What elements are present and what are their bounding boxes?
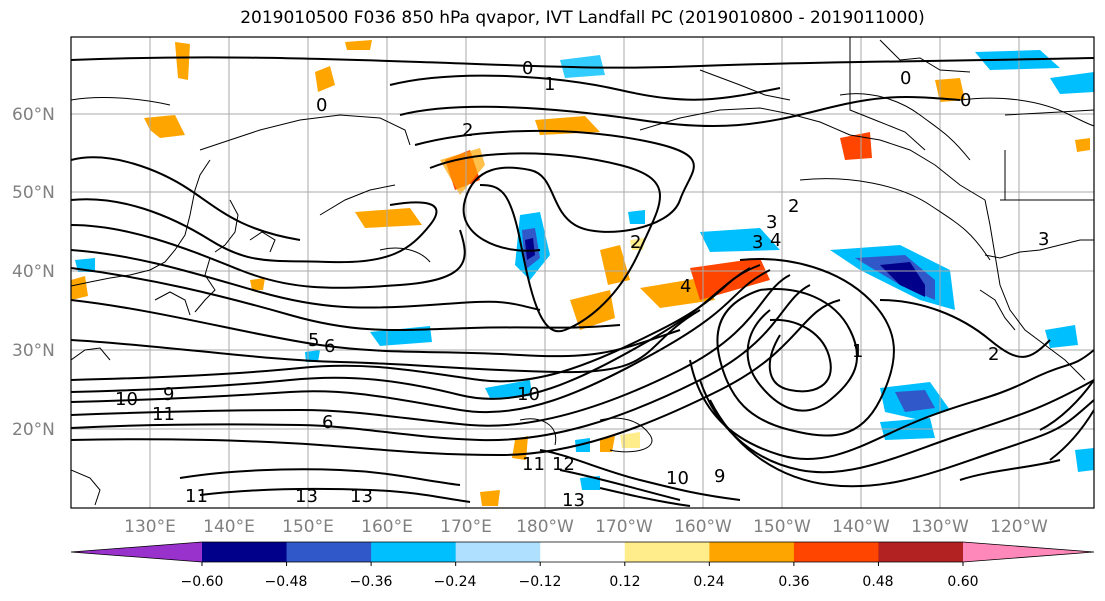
lon-label: 140°W xyxy=(832,517,890,537)
lat-label: 60°N xyxy=(12,105,55,125)
contour-label: 9 xyxy=(163,384,174,405)
contour-label: 5 xyxy=(308,330,319,351)
contour-label: 0 xyxy=(960,90,971,111)
lat-label: 20°N xyxy=(12,420,55,440)
latitude-labels: 60°N 50°N 40°N 30°N 20°N xyxy=(12,105,55,440)
colorbar-tick-label: −0.48 xyxy=(265,574,308,590)
contour-label: 13 xyxy=(295,486,318,507)
colorbar-tick-labels: −0.60 −0.48 −0.36 −0.24 −0.12 0.12 0.24 … xyxy=(181,574,979,590)
colorbar-segment xyxy=(878,542,964,562)
colorbar xyxy=(70,541,1095,566)
contour-label: 11 xyxy=(185,486,208,507)
colorbar-tick-label: −0.12 xyxy=(519,574,562,590)
longitude-labels: 130°E 140°E 150°E 160°E 170°E 180°W 170°… xyxy=(124,517,1048,537)
colorbar-tick-label: 0.12 xyxy=(609,574,640,590)
colorbar-tick-label: −0.24 xyxy=(434,574,477,590)
contour-label: 9 xyxy=(714,466,725,487)
contour-label: 10 xyxy=(517,384,540,405)
map-panel: 0 0 0 0 1 1 2 2 2 2 3 3 3 4 4 5 6 6 9 9 … xyxy=(71,37,1094,511)
contour-label: 2 xyxy=(462,120,473,141)
contour-label: 13 xyxy=(350,486,373,507)
lat-label: 40°N xyxy=(12,262,55,282)
lon-label: 160°W xyxy=(674,517,732,537)
contour-label: 11 xyxy=(152,404,175,425)
map-title: 2019010500 F036 850 hPa qvapor, IVT Land… xyxy=(240,8,925,28)
lon-label: 140°E xyxy=(203,517,255,537)
contour-label: 13 xyxy=(562,490,585,511)
lon-label: 150°E xyxy=(282,517,334,537)
contour-label: 1 xyxy=(852,341,863,362)
lon-label: 130°E xyxy=(124,517,176,537)
lon-label: 150°W xyxy=(753,517,811,537)
contour-label: 0 xyxy=(316,95,327,116)
contour-label: 12 xyxy=(552,454,575,475)
contour-label: 3 xyxy=(1038,229,1049,250)
colorbar-extend-low xyxy=(71,542,202,562)
ivt-minor-contours xyxy=(71,39,1094,453)
colorbar-segment xyxy=(540,542,626,562)
map-frame xyxy=(70,36,1095,509)
contour-label: 3 xyxy=(766,212,777,233)
colorbar-segment xyxy=(455,542,541,562)
contour-label: 3 xyxy=(752,232,763,253)
colorbar-extend-high xyxy=(963,542,1094,562)
contour-label: 1 xyxy=(544,74,555,95)
lon-label: 120°W xyxy=(990,517,1048,537)
contour-labels: 0 0 0 0 1 1 2 2 2 2 3 3 3 4 4 5 6 6 9 9 … xyxy=(115,58,1049,511)
colorbar-segment xyxy=(286,542,372,562)
contour-label: 2 xyxy=(788,196,799,217)
contour-label: 2 xyxy=(630,232,641,253)
lat-label: 30°N xyxy=(12,341,55,361)
contour-label: 2 xyxy=(988,344,999,365)
colorbar-segment xyxy=(709,542,795,562)
contour-label: 6 xyxy=(322,412,333,433)
colorbar-segment xyxy=(371,542,457,562)
lon-label: 170°W xyxy=(595,517,653,537)
colorbar-segment xyxy=(202,542,288,562)
lon-label: 180°W xyxy=(516,517,574,537)
ivt-contours xyxy=(71,56,1094,507)
contour-label: 10 xyxy=(115,389,138,410)
contour-label: 4 xyxy=(770,230,781,251)
colorbar-tick-label: 0.36 xyxy=(778,574,809,590)
colorbar-segment xyxy=(793,542,879,562)
lon-label: 130°W xyxy=(911,517,969,537)
colorbar-tick-label: 0.24 xyxy=(693,574,724,590)
lon-label: 170°E xyxy=(440,517,492,537)
coastlines xyxy=(71,37,1094,506)
contour-label: 4 xyxy=(680,276,691,297)
colorbar-tick-label: −0.36 xyxy=(350,574,393,590)
lat-label: 50°N xyxy=(12,183,55,203)
colorbar-segment xyxy=(624,542,710,562)
colorbar-tick-label: −0.60 xyxy=(181,574,224,590)
contour-label: 6 xyxy=(324,336,335,357)
contour-label: 10 xyxy=(666,468,689,489)
contour-label: 0 xyxy=(522,58,533,79)
colorbar-tick-label: 0.48 xyxy=(862,574,893,590)
contour-label: 0 xyxy=(900,68,911,89)
contour-label: 11 xyxy=(522,454,545,475)
colorbar-tick-label: 0.60 xyxy=(947,574,978,590)
lon-label: 160°E xyxy=(361,517,413,537)
